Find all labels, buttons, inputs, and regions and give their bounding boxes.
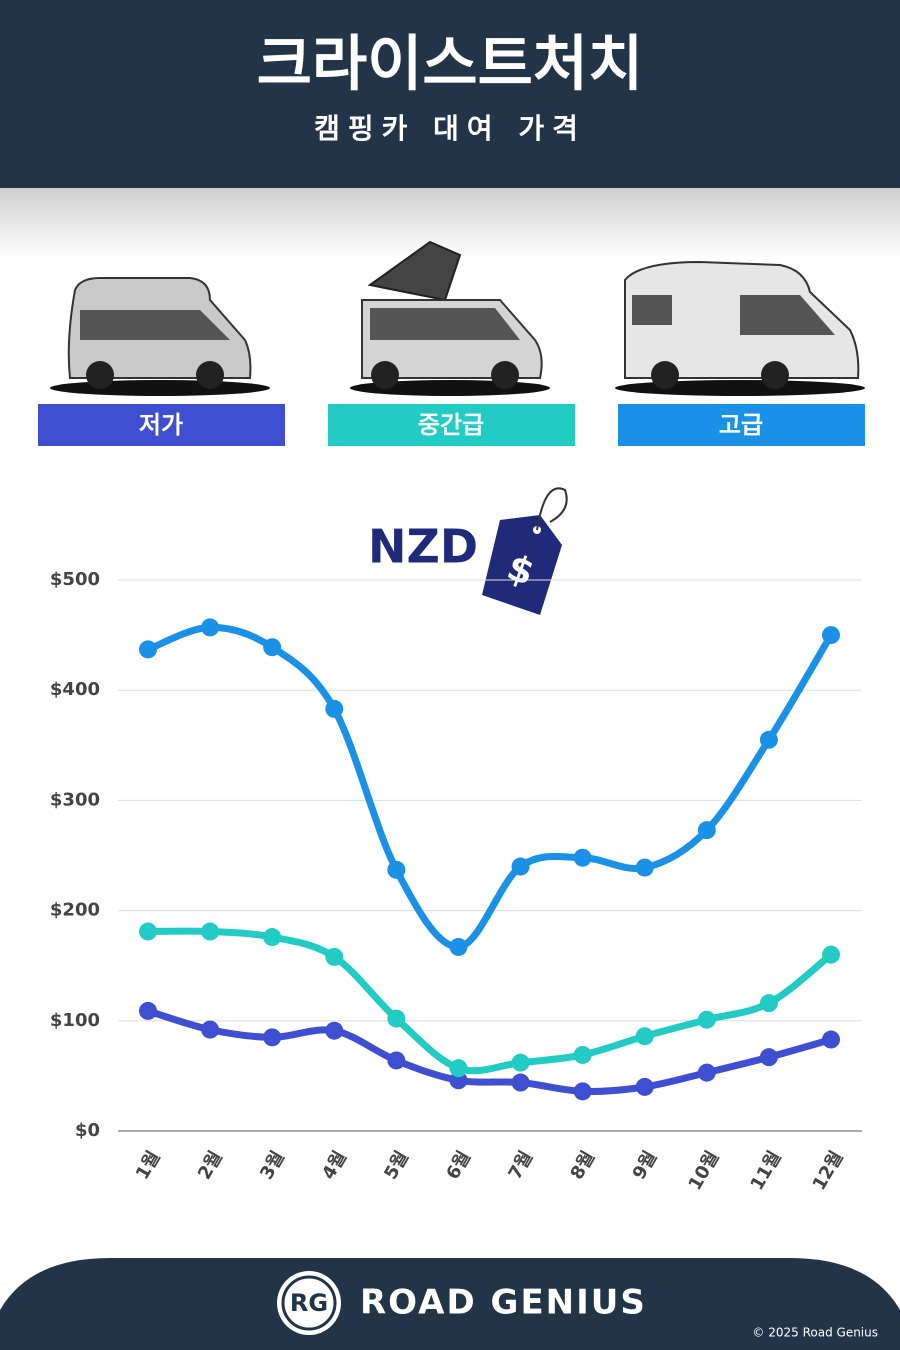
series-line xyxy=(146,1007,832,1095)
legend-swatch xyxy=(618,404,865,446)
x-tick-label: 3월 xyxy=(256,1148,289,1184)
brand-name: ROAD GENIUS xyxy=(360,1283,647,1323)
data-point xyxy=(201,1020,220,1039)
legend-label: 저가 xyxy=(139,411,183,439)
header xyxy=(0,0,900,188)
data-point xyxy=(697,821,716,840)
data-point xyxy=(325,947,344,966)
van-mid xyxy=(350,240,550,396)
data-point xyxy=(325,1021,344,1040)
x-tick-label: 6월 xyxy=(442,1148,475,1184)
legend-swatch xyxy=(38,404,285,446)
data-point xyxy=(449,937,468,956)
data-point xyxy=(759,730,778,749)
x-tick-label: 10월 xyxy=(684,1148,723,1195)
data-point xyxy=(822,1030,840,1049)
logo-ring xyxy=(281,1275,337,1331)
copyright: © 2025 Road Genius xyxy=(752,1326,878,1340)
data-point xyxy=(387,860,406,879)
data-point xyxy=(697,1010,716,1029)
legend-swatch xyxy=(328,404,575,446)
x-tick-label: 12월 xyxy=(809,1148,848,1195)
data-point xyxy=(263,928,282,947)
data-point xyxy=(635,1077,654,1096)
x-tick-label: 1월 xyxy=(132,1148,165,1184)
header-shadow xyxy=(0,188,900,258)
logo: RG xyxy=(290,1289,328,1317)
currency-label: NZD xyxy=(368,520,478,574)
subtitle: 캠핑카 대여 가격 xyxy=(314,112,586,145)
data-point xyxy=(759,994,778,1013)
data-point xyxy=(263,1028,282,1047)
data-point xyxy=(139,1001,157,1020)
data-point xyxy=(201,922,220,941)
legend-label: 중간급 xyxy=(418,411,484,439)
data-point xyxy=(263,638,282,657)
data-point xyxy=(511,1073,530,1092)
data-point xyxy=(387,1009,406,1028)
data-point xyxy=(822,626,840,645)
van-budget xyxy=(50,277,270,396)
data-point xyxy=(139,922,157,941)
x-tick-label: 11월 xyxy=(747,1148,786,1195)
data-point xyxy=(635,1027,654,1046)
data-point xyxy=(573,848,592,867)
y-tick-label: $100 xyxy=(50,1010,100,1031)
title: 크라이스트처치 xyxy=(257,30,643,100)
series-line xyxy=(146,623,835,951)
y-tick-label: $0 xyxy=(75,1120,100,1141)
data-point xyxy=(511,857,530,876)
van-premium xyxy=(615,260,865,396)
y-tick-label: $300 xyxy=(50,789,100,810)
data-point xyxy=(325,699,344,718)
data-point xyxy=(573,1082,592,1101)
footer xyxy=(0,1258,900,1350)
series-line xyxy=(147,927,834,1075)
x-tick-label: 8월 xyxy=(567,1148,600,1184)
x-tick-label: 4월 xyxy=(318,1148,351,1184)
data-point xyxy=(387,1051,406,1070)
data-point xyxy=(759,1048,778,1067)
x-tick-label: 9월 xyxy=(629,1148,662,1184)
x-tick-label: 5월 xyxy=(380,1148,413,1184)
logo-badge xyxy=(277,1271,341,1335)
data-point xyxy=(511,1053,530,1072)
y-tick-label: $200 xyxy=(50,900,100,921)
price-tag-icon: $ xyxy=(482,487,568,615)
data-point xyxy=(573,1045,592,1064)
x-tick-label: 2월 xyxy=(194,1148,227,1184)
data-point xyxy=(635,858,654,877)
data-point xyxy=(697,1063,716,1082)
data-point xyxy=(139,640,157,659)
data-point xyxy=(822,945,840,964)
data-point xyxy=(201,618,220,637)
y-tick-label: $400 xyxy=(50,679,100,700)
y-tick-label: $500 xyxy=(50,569,100,590)
data-point xyxy=(449,1059,468,1078)
legend-label: 고급 xyxy=(719,411,763,439)
x-tick-label: 7월 xyxy=(504,1148,537,1184)
